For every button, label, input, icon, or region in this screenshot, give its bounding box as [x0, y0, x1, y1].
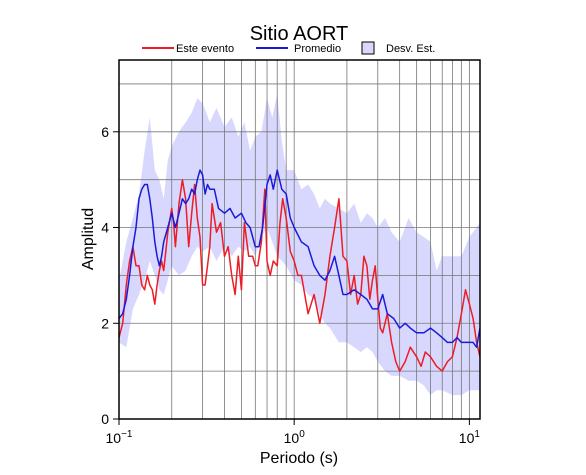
- legend-label: Desv. Est.: [386, 43, 435, 55]
- legend-label: Promedio: [294, 43, 341, 55]
- y-tick-label: 0: [101, 411, 109, 427]
- x-tick-label: 10−1: [106, 429, 133, 446]
- legend-label: Este evento: [176, 43, 234, 55]
- series-line-promedio: [119, 169, 480, 348]
- x-tick-label: 100: [284, 429, 306, 446]
- std-dev-band: [119, 93, 480, 396]
- x-axis-label: Periodo (s): [260, 450, 338, 467]
- chart-title: Sitio AORT: [250, 23, 349, 45]
- y-axis-label: Amplitud: [80, 208, 97, 270]
- legend: Este evento Promedio Desv. Est.: [142, 41, 435, 55]
- x-tick-label: 101: [459, 429, 481, 446]
- legend-swatch: [361, 41, 375, 55]
- series-line-este-evento: [119, 178, 480, 372]
- y-tick-label: 4: [101, 220, 109, 236]
- y-tick-label: 6: [101, 124, 109, 140]
- plot-area: 0 2 4 6 10−1 100 101: [101, 59, 481, 446]
- y-tick-label: 2: [101, 315, 109, 331]
- plot-frame: [118, 59, 481, 420]
